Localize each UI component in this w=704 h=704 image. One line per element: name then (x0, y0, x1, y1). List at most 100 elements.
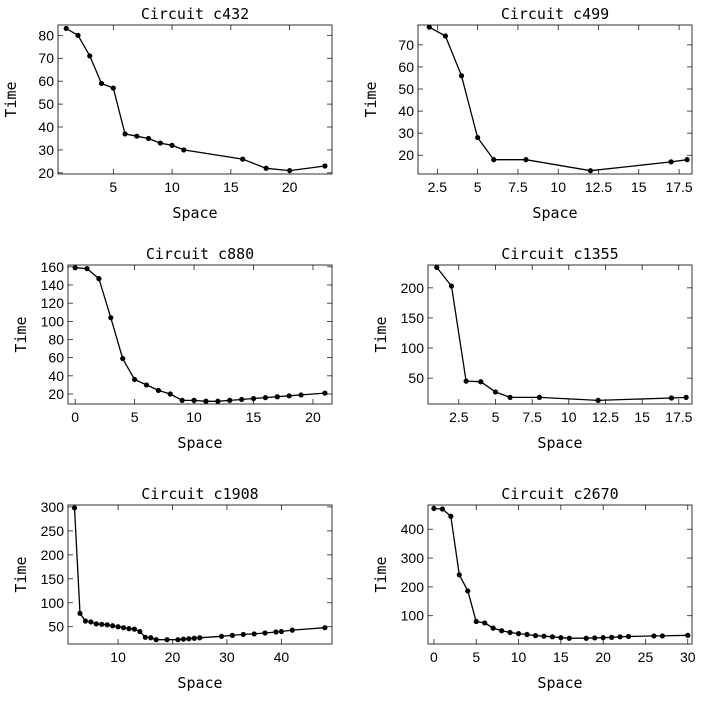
data-point (77, 610, 83, 616)
data-point (145, 135, 152, 142)
data-point (87, 53, 93, 59)
data-point (180, 636, 186, 642)
x-tick-label: 25 (638, 649, 654, 665)
y-tick-label: 60 (38, 73, 54, 89)
plot-frame (57, 24, 333, 175)
data-point (566, 635, 572, 641)
data-point (668, 395, 675, 401)
y-tick-label: 100 (401, 340, 425, 356)
chart-title: Circuit c1355 (501, 245, 618, 263)
data-point (473, 618, 479, 625)
plot-frame (67, 504, 333, 645)
x-tick-label: 15 (223, 179, 239, 195)
data-point (218, 633, 225, 639)
x-tick-label: 17.5 (665, 179, 692, 195)
x-tick-label: 30 (219, 649, 235, 665)
y-tick-label: 150 (41, 571, 65, 587)
data-point (98, 80, 105, 87)
data-point (322, 163, 328, 169)
x-tick-label: 10 (511, 649, 527, 665)
y-tick-label: 50 (38, 96, 54, 112)
chart-title: Circuit c432 (141, 5, 249, 23)
x-tick-label: 15 (553, 649, 569, 665)
data-point (434, 264, 440, 271)
data-point (115, 624, 121, 630)
y-tick-label: 50 (398, 81, 414, 97)
data-point (134, 133, 140, 139)
y-tick-label: 20 (48, 386, 64, 402)
x-axis-label: Space (177, 434, 222, 452)
data-point (240, 631, 246, 638)
data-point (463, 378, 469, 384)
data-point (251, 631, 257, 637)
data-point (108, 315, 114, 321)
data-point (625, 633, 632, 640)
data-point (215, 398, 221, 404)
y-tick-label: 60 (48, 350, 64, 366)
chart-title: Circuit c499 (501, 5, 609, 23)
data-point (617, 634, 623, 640)
y-axis-label: Time (12, 316, 30, 352)
y-tick-label: 60 (398, 59, 414, 75)
data-point (93, 621, 99, 627)
data-point (536, 394, 543, 400)
x-tick-label: 15 (246, 409, 262, 425)
data-point (164, 637, 170, 643)
data-point (75, 32, 81, 38)
x-tick-label: 12.5 (585, 179, 612, 195)
x-tick-label: 5 (131, 409, 139, 425)
y-axis-label: Time (372, 556, 390, 592)
chart-c880: Circuit c880 Space Time 0 5 10 15 20 20 40 60 80 100… (12, 245, 333, 452)
y-tick-label: 120 (41, 295, 65, 311)
data-point (72, 265, 78, 271)
data-point (96, 276, 102, 282)
data-point (592, 635, 598, 641)
data-point (239, 396, 245, 403)
data-point (278, 628, 284, 635)
x-tick-label: 20 (595, 649, 611, 665)
data-point (110, 85, 116, 91)
data-point (587, 168, 594, 174)
data-point (482, 620, 488, 626)
data-point (126, 626, 132, 632)
data-point (120, 625, 127, 631)
data-point (240, 156, 246, 162)
data-point (685, 632, 691, 638)
data-point (523, 157, 529, 163)
y-tick-label: 20 (398, 147, 414, 163)
data-point (262, 395, 269, 401)
y-axis-label: Time (362, 81, 380, 117)
data-point (229, 632, 235, 638)
data-point (600, 635, 606, 641)
data-point (431, 505, 437, 512)
plot-frame (427, 264, 693, 405)
data-point (169, 142, 175, 148)
data-point (289, 627, 295, 633)
y-axis-label: Time (372, 316, 390, 352)
data-point (458, 73, 465, 79)
x-tick-label: 5 (109, 179, 117, 195)
data-point (286, 393, 292, 399)
data-point (167, 391, 173, 397)
data-point (143, 382, 150, 388)
data-point (583, 635, 589, 641)
data-point (492, 389, 499, 395)
data-point (456, 572, 462, 578)
x-tick-label: 20 (305, 409, 321, 425)
x-axis-label: Space (177, 674, 222, 692)
data-point (426, 24, 432, 30)
data-point (478, 379, 484, 385)
data-point (157, 140, 163, 146)
data-point (148, 635, 154, 641)
data-point (448, 513, 454, 519)
x-tick-label: 12.5 (592, 409, 619, 425)
x-tick-label: 10 (110, 649, 126, 665)
data-point (684, 157, 690, 163)
data-point (131, 376, 138, 383)
y-tick-label: 50 (48, 619, 64, 635)
y-axis-label: Time (2, 81, 20, 117)
data-point (465, 588, 471, 594)
y-tick-label: 70 (38, 50, 54, 66)
data-point (175, 637, 181, 643)
